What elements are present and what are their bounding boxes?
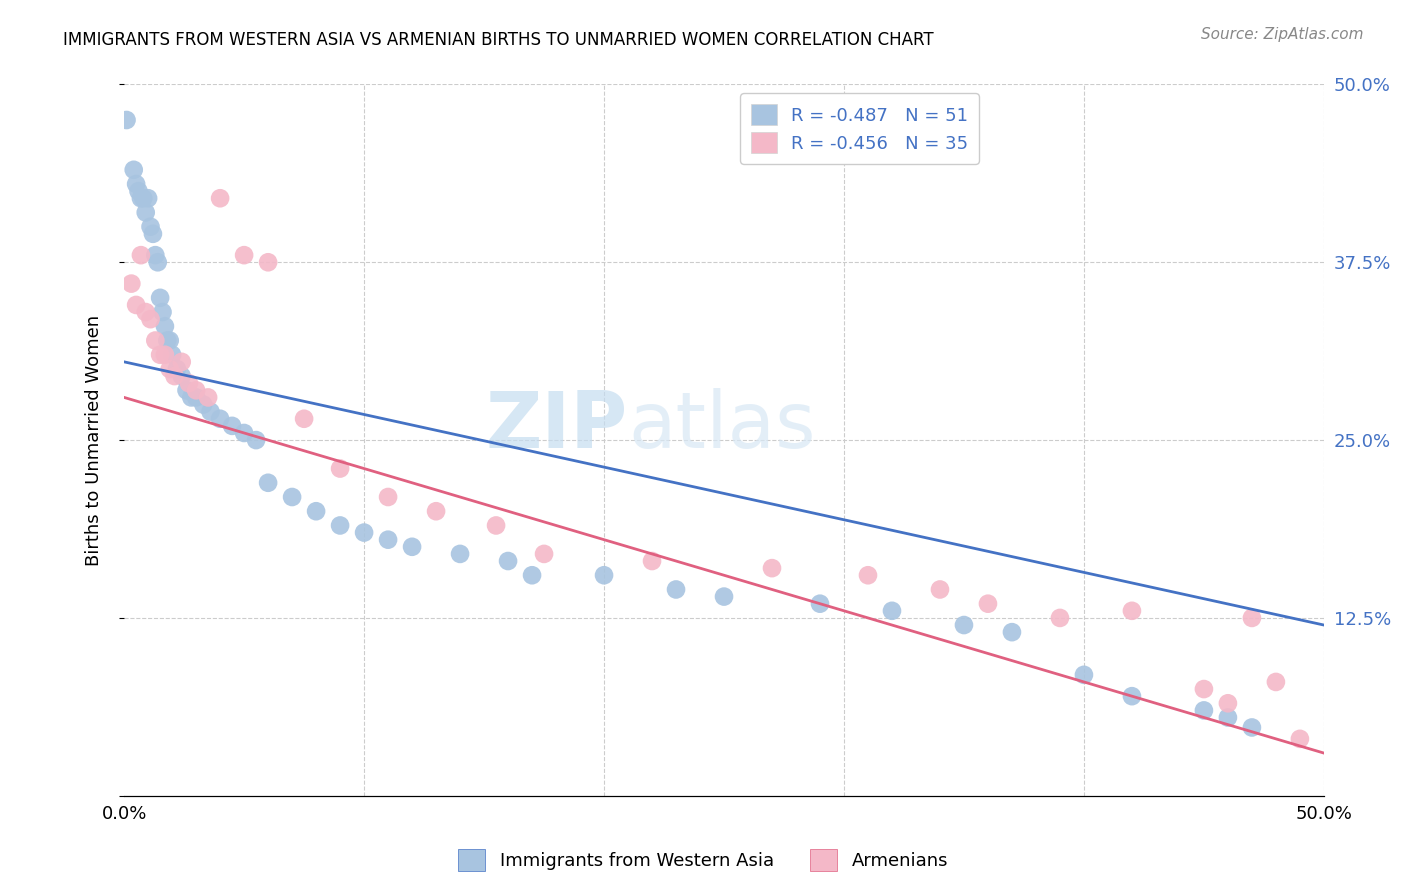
Point [146, 255, 169, 269]
Text: Source: ZipAtlas.com: Source: ZipAtlas.com [1201, 27, 1364, 42]
Point [257, 475, 280, 490]
Point [485, 518, 508, 533]
Point [135, 205, 157, 219]
Point [665, 582, 688, 597]
Point [180, 391, 202, 405]
Point [1289, 731, 1312, 746]
Point [122, 162, 145, 177]
Point [159, 334, 181, 348]
Point [305, 504, 328, 518]
Point [713, 590, 735, 604]
Point [856, 568, 879, 582]
Point [401, 540, 423, 554]
Point [120, 277, 142, 291]
Point [184, 391, 207, 405]
Point [170, 355, 193, 369]
Point [233, 425, 256, 440]
Point [292, 411, 315, 425]
Point [193, 398, 215, 412]
Point [170, 369, 193, 384]
Text: ZIP: ZIP [486, 388, 628, 464]
Point [1192, 681, 1215, 696]
Point [1216, 696, 1239, 710]
Point [929, 582, 952, 597]
Point [329, 461, 352, 475]
Point [136, 191, 159, 205]
Point [221, 418, 243, 433]
Text: atlas: atlas [628, 388, 815, 464]
Point [139, 312, 162, 326]
Point [1192, 703, 1215, 717]
Point [496, 554, 519, 568]
Point [1240, 721, 1263, 735]
Y-axis label: Births to Unmarried Women: Births to Unmarried Women [86, 315, 103, 566]
Point [156, 334, 179, 348]
Point [281, 490, 304, 504]
Point [593, 568, 616, 582]
Point [149, 291, 172, 305]
Point [197, 391, 219, 405]
Point [1121, 689, 1143, 703]
Point [761, 561, 783, 575]
Point [149, 348, 172, 362]
Point [143, 334, 166, 348]
Point [159, 362, 181, 376]
Point [153, 348, 176, 362]
Point [128, 184, 150, 198]
Point [245, 433, 267, 447]
Point [176, 384, 198, 398]
Point [163, 369, 186, 384]
Point [233, 248, 256, 262]
Text: IMMIGRANTS FROM WESTERN ASIA VS ARMENIAN BIRTHS TO UNMARRIED WOMEN CORRELATION C: IMMIGRANTS FROM WESTERN ASIA VS ARMENIAN… [63, 31, 934, 49]
Point [177, 376, 200, 391]
Point [132, 191, 155, 205]
Point [1073, 668, 1095, 682]
Point [977, 597, 1000, 611]
Point [377, 490, 399, 504]
Point [209, 191, 232, 205]
Point [142, 227, 165, 241]
Point [139, 219, 162, 234]
Point [425, 504, 447, 518]
Point [152, 305, 174, 319]
Point [200, 404, 222, 418]
Point [329, 518, 352, 533]
Point [533, 547, 555, 561]
Point [135, 305, 157, 319]
Point [129, 191, 152, 205]
Point [1216, 710, 1239, 724]
Point [1264, 675, 1286, 690]
Point [115, 113, 138, 128]
Point [1001, 625, 1024, 640]
Point [1049, 611, 1071, 625]
Point [353, 525, 375, 540]
Point [1240, 611, 1263, 625]
Point [129, 248, 152, 262]
Point [953, 618, 976, 632]
Point [209, 411, 232, 425]
Point [153, 319, 176, 334]
Point [160, 348, 183, 362]
Point [520, 568, 543, 582]
Point [125, 298, 148, 312]
Point [125, 177, 148, 191]
Point [166, 362, 188, 376]
Point [449, 547, 471, 561]
Point [641, 554, 664, 568]
Point [808, 597, 831, 611]
Point [257, 255, 280, 269]
Point [184, 384, 207, 398]
Legend: Immigrants from Western Asia, Armenians: Immigrants from Western Asia, Armenians [451, 842, 955, 879]
Legend: R = -0.487   N = 51, R = -0.456   N = 35: R = -0.487 N = 51, R = -0.456 N = 35 [741, 94, 979, 164]
Point [1121, 604, 1143, 618]
Point [377, 533, 399, 547]
Point [143, 248, 166, 262]
Point [880, 604, 903, 618]
